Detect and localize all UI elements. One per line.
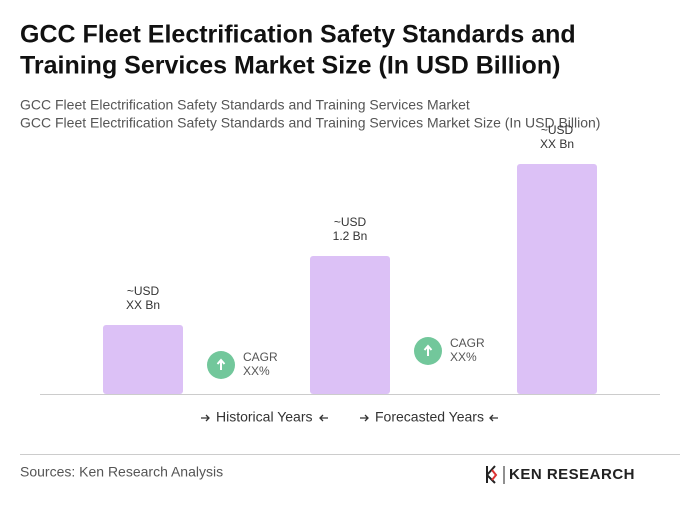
cagr-label: XX% (450, 350, 477, 364)
cagr-arrow (216, 358, 226, 370)
bar (517, 164, 597, 394)
value-label: XX Bn (540, 137, 574, 151)
value-label: XX Bn (126, 298, 160, 312)
legend-label: Historical Years (216, 409, 313, 425)
title: Training Services Market Size (In USD Bi… (20, 52, 560, 80)
value-label: ~USD (334, 215, 367, 229)
cagr-label: CAGR (450, 336, 485, 350)
logo: KEN RESEARCH (486, 465, 635, 484)
source: Sources: Ken Research Analysis (20, 464, 223, 480)
bar (103, 325, 183, 394)
value-label: 1.2 Bn (333, 229, 368, 243)
cagr-label: CAGR (243, 350, 278, 364)
value-label: ~USD (127, 284, 160, 298)
logo-icon (486, 465, 496, 484)
cagr-label: XX% (243, 364, 270, 378)
logo-text: KEN RESEARCH (509, 466, 635, 483)
cagr-arrow (423, 344, 433, 356)
legend-arrow (319, 414, 328, 422)
title: GCC Fleet Electrification Safety Standar… (20, 21, 576, 49)
bar (310, 256, 390, 394)
value-label: ~USD (541, 123, 574, 137)
legend-arrow (489, 414, 498, 422)
legend-label: Forecasted Years (375, 409, 484, 425)
logo-icon (491, 469, 498, 481)
legend-arrow (201, 414, 210, 422)
legend-arrow (360, 414, 369, 422)
subtitle: GCC Fleet Electrification Safety Standar… (20, 97, 470, 113)
subtitle: GCC Fleet Electrification Safety Standar… (20, 115, 600, 131)
